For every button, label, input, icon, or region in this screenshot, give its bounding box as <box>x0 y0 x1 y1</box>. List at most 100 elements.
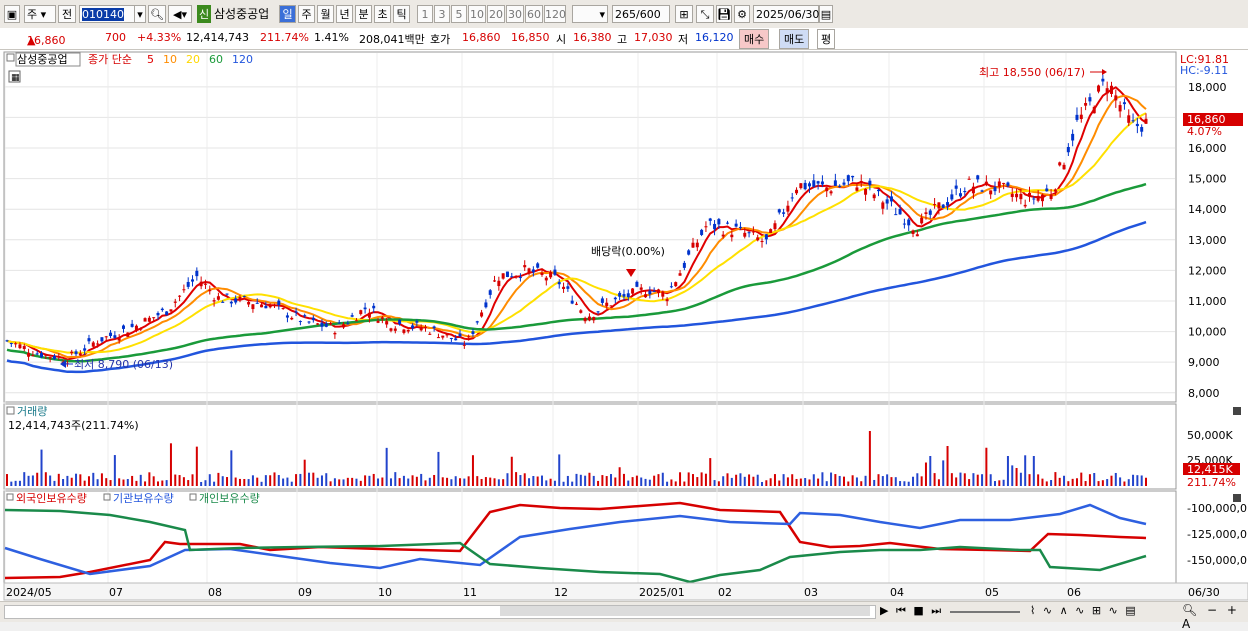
period-3[interactable]: 년 <box>336 5 353 23</box>
nav-buttons[interactable]: ▶ ⏮ ■ ⏭ <box>880 604 944 617</box>
period-1[interactable]: 주 <box>298 5 315 23</box>
volume-bar <box>899 481 902 486</box>
sell-button[interactable]: 매도 <box>779 29 810 49</box>
volume-close-icon[interactable] <box>1233 407 1241 415</box>
candle-body <box>393 328 397 331</box>
candle-body <box>514 275 518 277</box>
candle-body <box>139 328 143 330</box>
candle-body <box>475 321 479 323</box>
window-icon[interactable]: ▣ <box>4 5 20 23</box>
calendar-icon[interactable]: ▤ <box>819 5 833 23</box>
candle-body <box>359 310 363 315</box>
candle-body <box>1101 78 1105 82</box>
volume-bar <box>985 447 988 486</box>
volume-bar <box>204 480 207 486</box>
candle-body <box>303 315 307 317</box>
search-icon[interactable]: 🔍︎ <box>148 5 166 23</box>
candle-body <box>419 328 423 331</box>
period-6[interactable]: 틱 <box>393 5 410 23</box>
candle-body <box>428 333 432 335</box>
legend-icon <box>6 53 15 62</box>
candle-body <box>894 214 898 216</box>
volume-bar <box>661 472 664 486</box>
chart-tools-icon[interactable]: ⊞ <box>675 5 693 23</box>
chart-area[interactable]: 삼성중공업 종가 단순 5 10 20 60 120 ▦ LC:91.81 HC:-9.… <box>0 50 1248 603</box>
candle-body <box>859 180 863 182</box>
average-button[interactable]: 평 <box>817 29 836 49</box>
holding-close-icon[interactable] <box>1233 494 1241 502</box>
volume-bar <box>389 478 392 486</box>
code-dropdown-icon[interactable]: ▾ <box>134 5 146 23</box>
candle-body <box>596 311 600 313</box>
x-label-1: 07 <box>109 586 123 599</box>
candle-body <box>376 320 380 323</box>
minute-3[interactable]: 3 <box>434 5 450 23</box>
volume-bar <box>234 477 237 486</box>
chart-svg[interactable]: 삼성중공업 종가 단순 5 10 20 60 120 ▦ LC:91.81 HC:-9.… <box>0 50 1248 603</box>
market-type-select[interactable]: 주 ▾ <box>24 5 56 23</box>
minute-120[interactable]: 120 <box>544 5 566 23</box>
candle-body <box>35 353 39 355</box>
volume-bar <box>1127 479 1130 486</box>
candle-body <box>83 348 87 351</box>
volume-bar <box>791 474 794 486</box>
candle-body <box>1131 120 1135 122</box>
candle-body <box>1036 195 1040 201</box>
gear-icon[interactable]: ⚙ <box>734 5 750 23</box>
draw-icon[interactable]: ⤡ <box>696 5 714 23</box>
date-input[interactable]: 2025/06/30 <box>753 5 819 23</box>
period-5[interactable]: 초 <box>374 5 391 23</box>
zoom-icons[interactable]: 🔍︎ − + A <box>1182 603 1240 631</box>
volume-bar <box>402 475 405 486</box>
candle-body <box>678 273 682 276</box>
high-value: 17,030 <box>634 31 673 44</box>
candle-body <box>665 299 669 302</box>
candle-body <box>864 188 868 195</box>
code-input[interactable]: 010140 <box>79 5 135 23</box>
minute-60[interactable]: 60 <box>525 5 543 23</box>
volume-bar <box>890 477 893 486</box>
speaker-icon[interactable]: ◀▾ <box>168 5 192 23</box>
volume-bar <box>855 477 858 486</box>
minute-10[interactable]: 10 <box>468 5 486 23</box>
save-icon[interactable]: 💾︎ <box>716 5 732 23</box>
volume-bar <box>834 474 837 486</box>
volume-bar <box>428 477 431 486</box>
minute-1[interactable]: 1 <box>417 5 433 23</box>
scroll-thumb[interactable] <box>500 606 870 616</box>
candle-body <box>445 333 449 336</box>
volume-bar <box>955 477 958 486</box>
candle-body <box>212 300 216 302</box>
candle-body <box>613 297 617 300</box>
count-input[interactable]: 265/600 <box>612 5 670 23</box>
table-icon[interactable] <box>8 70 21 83</box>
hc-value: HC:-9.11 <box>1180 64 1228 77</box>
volume-bar <box>96 479 99 486</box>
ma-60-line <box>6 182 1147 363</box>
candle-body <box>816 181 820 184</box>
minute-dropdown[interactable]: ▾ <box>572 5 608 23</box>
minute-5[interactable]: 5 <box>451 5 467 23</box>
period-4[interactable]: 분 <box>355 5 372 23</box>
volume-bar <box>631 477 634 486</box>
candle-body <box>96 343 100 345</box>
candle-body <box>1015 193 1019 198</box>
volume-bars <box>6 431 1147 486</box>
candle-body <box>575 303 578 305</box>
buy-button[interactable]: 매수 <box>739 29 770 49</box>
prev-button[interactable]: 전 <box>58 5 76 23</box>
volume-bar <box>161 480 164 486</box>
period-0[interactable]: 일 <box>279 5 296 23</box>
quote-bar: 16,860 ▲ 700 +4.33% 12,414,743 211.74% 1… <box>0 28 1248 50</box>
candle-body <box>1019 193 1023 200</box>
period-2[interactable]: 월 <box>317 5 334 23</box>
zoom-slider[interactable] <box>950 611 1020 613</box>
chart-type-icons[interactable]: ⌇ ∿ ∧ ∿ ⊞ ∿ ▤ <box>1030 604 1138 617</box>
x-label-7: 2025/01 <box>639 586 685 599</box>
minute-20[interactable]: 20 <box>487 5 505 23</box>
x-label-10: 04 <box>890 586 904 599</box>
candle-body <box>488 290 492 295</box>
minute-30[interactable]: 30 <box>506 5 524 23</box>
price-tick-0: 18,000 <box>1188 81 1227 94</box>
